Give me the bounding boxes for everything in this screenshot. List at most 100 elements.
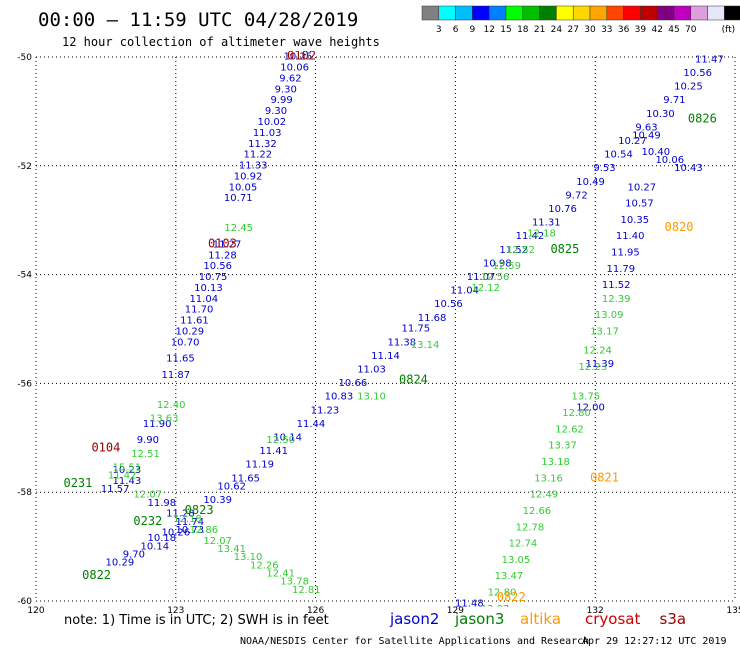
swh-value-label: 11.14 [371, 351, 400, 362]
swh-value-label: 13.07 [481, 604, 510, 615]
colorbar-tick: 27 [567, 25, 578, 35]
pass-time-label: 0826 [688, 111, 717, 125]
swh-value-label: 11.87 [161, 370, 190, 381]
swh-value-label: 11.40 [616, 231, 645, 242]
swh-value-label: 12.24 [583, 345, 612, 356]
swh-value-label: 10.75 [199, 272, 228, 283]
swh-value-label: 11.28 [166, 509, 195, 520]
swh-value-label: 12.50 [266, 435, 295, 446]
swh-value-label: 12.00 [576, 403, 605, 414]
colorbar-tick: 42 [651, 25, 662, 35]
swh-value-label: 11.57 [101, 484, 130, 495]
swh-value-label: 12.74 [509, 539, 538, 550]
swh-value-label: 9.70 [123, 549, 145, 560]
swh-value-label: 12.40 [157, 400, 186, 411]
footer-timestamp: Apr 29 12:27:12 UTC 2019 [582, 636, 727, 647]
swh-value-label: 12.80 [562, 408, 591, 419]
colorbar-cell [724, 5, 740, 21]
swh-value-label: 11.42 [516, 231, 545, 242]
swh-value-label: 10.39 [203, 495, 232, 506]
colorbar-cell [640, 5, 658, 21]
swh-value-label: 9.90 [137, 435, 159, 446]
swh-value-label: 12.51 [131, 449, 160, 460]
y-tick-label: -56 [17, 379, 32, 389]
swh-value-label: 10.29 [106, 558, 135, 569]
chart-subtitle: 12 hour collection of altimeter wave hei… [62, 35, 380, 49]
swh-value-label: 11.75 [401, 324, 430, 335]
colorbar-cell [522, 5, 540, 21]
colorbar-tick: 24 [551, 25, 563, 35]
colorbar-tick: 18 [517, 25, 529, 35]
swh-value-label: 10.13 [194, 283, 223, 294]
swh-value-label: 12.78 [516, 522, 545, 533]
swh-value-label: 12.81 [292, 585, 321, 596]
swh-value-label: 9.72 [565, 190, 587, 201]
swh-value-label: 12.07 [134, 490, 163, 501]
swh-value-label: 10.73 [175, 525, 204, 536]
swh-value-label: 12.39 [602, 294, 631, 305]
legend-item-jason3: jason3 [454, 610, 504, 628]
colorbar-tick: 30 [584, 25, 596, 35]
swh-value-label: 10.27 [627, 182, 656, 193]
swh-value-label: 10.43 [674, 163, 703, 174]
colorbar-tick: 9 [470, 25, 476, 35]
swh-value-label: 12.07 [203, 536, 232, 547]
swh-value-label: 11.33 [239, 161, 268, 172]
y-tick-label: -50 [17, 53, 32, 63]
swh-value-label: 10.71 [224, 193, 253, 204]
legend-item-jason2: jason2 [389, 610, 439, 628]
footer-credit: NOAA/NESDIS Center for Satellite Applica… [240, 636, 589, 647]
pass-time-label: 0825 [550, 242, 579, 256]
swh-value-label: 11.74 [175, 517, 204, 528]
swh-value-label: 11.42 [108, 471, 137, 482]
x-tick-label: 123 [167, 606, 184, 616]
swh-value-label: 10.76 [548, 204, 577, 215]
swh-value-label: 11.07 [467, 272, 496, 283]
swh-value-label: 10.54 [604, 150, 633, 161]
swh-value-label: 9.53 [593, 163, 615, 174]
swh-value-label: 11.43 [113, 476, 142, 487]
colorbar-tick: 12 [483, 25, 494, 35]
swh-value-label: 10.05 [229, 182, 258, 193]
colorbar-cell [690, 5, 708, 21]
colorbar-tick: 21 [534, 25, 545, 35]
legend-item-s3a: s3a [660, 610, 687, 628]
swh-value-label: 11.44 [297, 419, 326, 430]
pass-time-label: 0103 [208, 236, 237, 250]
swh-value-label: 13.41 [217, 544, 246, 555]
swh-value-label: 11.22 [243, 150, 272, 161]
swh-value-label: 10.56 [683, 68, 712, 79]
colorbar-tick: 33 [601, 25, 612, 35]
swh-value-label: 13.16 [534, 473, 563, 484]
swh-value-label: 11.61 [180, 316, 209, 327]
swh-value-label: 10.35 [620, 215, 649, 226]
swh-value-label: 15.51 [113, 462, 142, 473]
swh-value-label: 12.18 [527, 229, 556, 240]
legend-item-cryosat: cryosat [585, 610, 640, 628]
footer-note: note: 1) Time is in UTC; 2) SWH is in fe… [64, 613, 329, 628]
colorbar-cell [589, 5, 608, 21]
plot-area: 120 123 126 129 132 135 -50 -52 -54 -56 -58 -60 10.2… [17, 51, 740, 616]
swh-value-label: 12.56 [481, 272, 510, 283]
colorbar-tick: 39 [635, 25, 647, 35]
colorbar-cell [556, 5, 574, 21]
swh-value-label: 10.66 [339, 378, 368, 389]
swh-value-label: 11.32 [248, 139, 277, 150]
swh-value-label: 10.40 [641, 147, 670, 158]
swh-value-label: 9.30 [275, 84, 297, 95]
swh-value-label: 11.23 [311, 405, 340, 416]
footer: note: 1) Time is in UTC; 2) SWH is in fe… [64, 610, 727, 647]
colorbar-cell [488, 5, 507, 21]
swh-value-label: 10.56 [203, 261, 232, 272]
swh-value-label: 10.92 [234, 171, 263, 182]
colorbar-cell [673, 5, 692, 21]
colorbar-cell [572, 5, 591, 21]
swh-value-label: 13.47 [495, 571, 524, 582]
pass-time-label: 0232 [133, 514, 162, 528]
pass-time-label: 0824 [399, 372, 428, 386]
swh-value-label: 10.83 [325, 392, 354, 403]
swh-value-label: 11.48 [455, 598, 484, 609]
swh-value-label: 10.30 [646, 109, 675, 120]
swh-value-label: 10.02 [257, 117, 286, 128]
colorbar-tick: 6 [453, 25, 459, 35]
